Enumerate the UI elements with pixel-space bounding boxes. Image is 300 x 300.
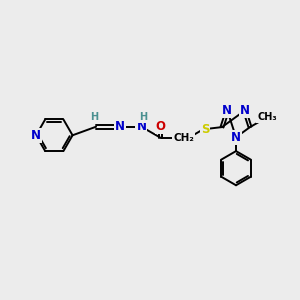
Text: N: N — [222, 104, 233, 117]
Text: S: S — [201, 123, 209, 136]
Text: CH₃: CH₃ — [257, 112, 277, 122]
Text: CH₂: CH₂ — [173, 133, 194, 143]
Text: H: H — [139, 112, 147, 122]
Text: N: N — [240, 104, 250, 117]
Text: O: O — [155, 120, 166, 133]
Text: N: N — [31, 129, 41, 142]
Text: N: N — [136, 120, 146, 133]
Text: N: N — [231, 131, 241, 144]
Text: N: N — [115, 120, 125, 133]
Text: H: H — [91, 112, 99, 122]
